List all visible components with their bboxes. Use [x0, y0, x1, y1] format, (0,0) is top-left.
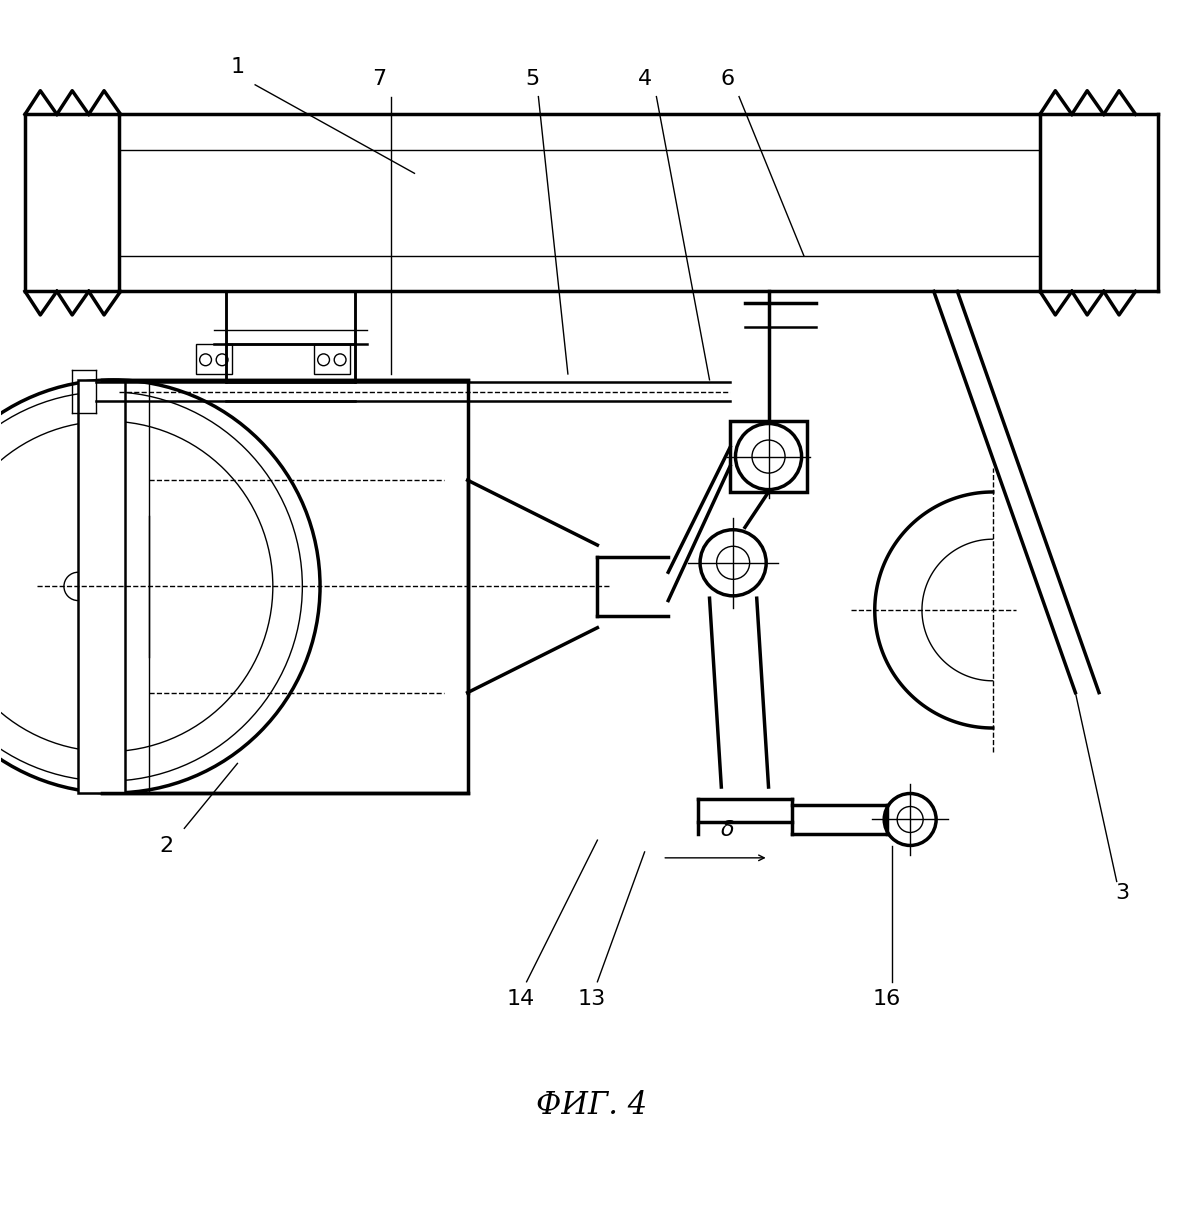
Polygon shape	[467, 481, 597, 693]
Bar	[78, 379, 125, 793]
Text: 1: 1	[231, 57, 245, 77]
Text: 14: 14	[506, 989, 535, 1009]
Bar	[730, 421, 807, 492]
Text: 4: 4	[638, 68, 652, 89]
Text: 3: 3	[1116, 883, 1130, 903]
Text: 6: 6	[720, 68, 735, 89]
Text: ФИГ. 4: ФИГ. 4	[536, 1091, 647, 1121]
Text: 7: 7	[371, 68, 386, 89]
Bar	[196, 344, 232, 375]
Text: $\delta$: $\delta$	[720, 820, 735, 841]
Text: 13: 13	[577, 989, 606, 1009]
Text: 2: 2	[160, 836, 174, 856]
Bar	[315, 344, 349, 375]
Text: 5: 5	[525, 68, 539, 89]
Bar	[102, 379, 467, 793]
Text: 16: 16	[872, 989, 900, 1009]
